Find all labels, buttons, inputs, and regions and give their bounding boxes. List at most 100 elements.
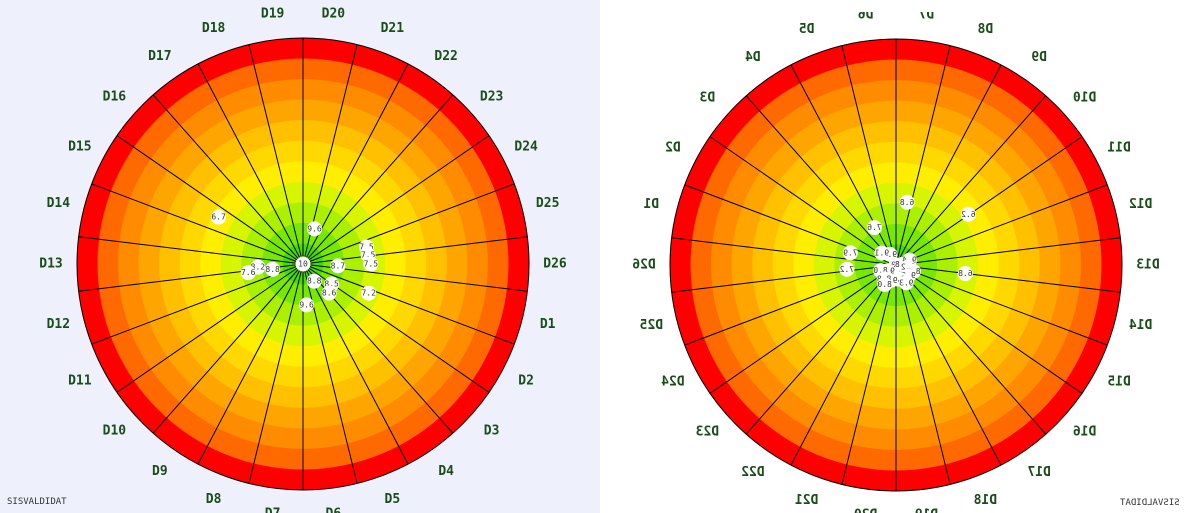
right-spoke-24 xyxy=(709,264,897,394)
right-point-label-9: 9.4 xyxy=(891,275,906,284)
right-sector-label-d26: D26 xyxy=(632,258,656,273)
right-spoke-2 xyxy=(684,184,897,266)
left-point-9 xyxy=(361,285,377,301)
left-point-label-10: 8.2 xyxy=(251,263,266,272)
left-point-8 xyxy=(321,285,337,301)
right-spoke-23 xyxy=(745,264,897,435)
right-sector-label-d10: D10 xyxy=(1073,90,1097,105)
right-spokes xyxy=(671,39,1121,491)
right-sector-label-d13: D13 xyxy=(1136,258,1159,273)
right-sector-label-d2: D2 xyxy=(665,140,681,155)
left-point-label-14: 9.6 xyxy=(307,224,322,233)
right-sector-label-d11: D11 xyxy=(1107,140,1131,155)
left-sector-label-d18: D18 xyxy=(202,21,226,36)
left-sector-label-d8: D8 xyxy=(206,492,222,507)
left-spoke-19 xyxy=(248,44,304,265)
left-point-0 xyxy=(295,256,311,272)
right-sector-label-d17: D17 xyxy=(1027,465,1050,480)
left-spoke-5 xyxy=(302,263,409,465)
right-spoke-17 xyxy=(895,264,1047,435)
right-sector-label-d16: D16 xyxy=(1073,425,1097,440)
right-spoke-18 xyxy=(895,264,1002,466)
left-sector-label-d4: D4 xyxy=(438,464,454,479)
left-sector-labels: D1 D2 D3 D4 D5 D6 D7 D8 D9 D10 D11 D12 D13 D14 D15 D16 D… xyxy=(39,6,567,513)
left-point-6 xyxy=(306,273,322,289)
left-sector-label-d5: D5 xyxy=(385,492,401,507)
left-point-label-1: 9.6 xyxy=(299,300,314,309)
right-point-16 xyxy=(839,261,855,277)
left-spoke-18 xyxy=(197,63,304,265)
right-eye-panel: D1 D2 D3 D4 D5 D6 D7 D8 D9 D10 D11 D12 D13 D14 D15 D16 D… xyxy=(600,12,1185,513)
left-sector-label-d10: D10 xyxy=(103,424,127,439)
right-spoke-26 xyxy=(671,264,897,293)
right-point-label-21: 9.3 xyxy=(899,278,914,287)
right-sector-label-d6: D6 xyxy=(858,12,874,22)
left-sector-label-d12: D12 xyxy=(47,317,70,332)
left-point-label-12: 7.6 xyxy=(241,268,256,277)
right-sector-label-d21: D21 xyxy=(795,493,819,508)
right-sector-label-d15: D15 xyxy=(1107,375,1130,390)
left-sector-label-d13: D13 xyxy=(39,257,62,272)
left-spoke-25 xyxy=(302,183,515,265)
left-sector-label-d20: D20 xyxy=(322,6,346,21)
left-point-label-6: 8.8 xyxy=(307,277,322,286)
left-sector-label-d9: D9 xyxy=(152,464,168,479)
left-point-label-13: 6.7 xyxy=(211,213,226,222)
right-point-18 xyxy=(874,245,890,261)
right-sector-label-d3: D3 xyxy=(700,90,716,105)
left-sector-label-d3: D3 xyxy=(484,424,500,439)
left-sector-label-d14: D14 xyxy=(47,196,71,211)
left-point-label-9: 7.2 xyxy=(361,289,376,298)
right-spoke-16 xyxy=(895,264,1083,394)
right-sector-label-d5: D5 xyxy=(799,22,815,37)
watermark-left: SISVALDIDAT xyxy=(7,497,67,507)
right-spoke-14 xyxy=(895,264,1121,293)
left-point-label-8: 8.6 xyxy=(322,289,337,298)
right-point-20 xyxy=(877,277,893,293)
right-sector-label-d12: D12 xyxy=(1129,197,1152,212)
right-spoke-21 xyxy=(841,264,897,485)
left-point-13 xyxy=(211,209,227,225)
right-spoke-13 xyxy=(895,237,1121,266)
right-sector-label-d22: D22 xyxy=(741,465,764,480)
right-spoke-12 xyxy=(895,184,1108,266)
left-sector-label-d25: D25 xyxy=(536,196,559,211)
left-sector-label-d15: D15 xyxy=(68,139,91,154)
right-sector-label-d20: D20 xyxy=(854,508,878,513)
left-spoke-14 xyxy=(78,236,304,265)
left-sector-label-d19: D19 xyxy=(261,6,284,21)
right-point-label-2: 6.2 xyxy=(961,210,976,219)
left-spoke-2 xyxy=(302,263,515,345)
left-sector-label-d21: D21 xyxy=(381,21,405,36)
left-sector-label-d17: D17 xyxy=(148,49,171,64)
left-spoke-10 xyxy=(152,263,304,434)
right-spoke-8 xyxy=(895,45,951,266)
left-polar-chart: D1 D2 D3 D4 D5 D6 D7 D8 D9 D10 D11 D12 D13 D14 D15 D16 D… xyxy=(39,6,567,513)
right-point-label-13: 6.8 xyxy=(900,198,915,207)
left-sector-label-d1: D1 xyxy=(540,317,556,332)
left-point-1 xyxy=(299,297,315,313)
right-spoke-10 xyxy=(895,95,1047,266)
right-spoke-11 xyxy=(895,136,1083,266)
right-sector-label-d4: D4 xyxy=(745,50,761,65)
left-point-label-3: 7.5 xyxy=(361,250,376,259)
right-sector-label-d19: D19 xyxy=(915,508,938,513)
left-sector-label-d7: D7 xyxy=(265,507,281,513)
left-spoke-11 xyxy=(116,263,304,393)
left-spoke-9 xyxy=(197,263,304,465)
left-spoke-23 xyxy=(302,94,454,265)
right-spoke-3 xyxy=(709,136,897,266)
right-point-label-1: 6.8 xyxy=(958,269,973,278)
watermark-right: SISVALDIDAT xyxy=(1120,498,1180,508)
left-point-label-7: 8.5 xyxy=(324,280,339,289)
right-point-label-12: 9.3 xyxy=(882,250,897,259)
right-point-label-18: 9.1 xyxy=(874,249,889,258)
right-spoke-19 xyxy=(895,264,951,485)
left-spoke-24 xyxy=(302,135,490,265)
left-spoke-12 xyxy=(91,263,304,345)
left-sector-label-d24: D24 xyxy=(514,139,538,154)
right-point-label-15: 7.9 xyxy=(843,248,858,257)
left-point-label-4: 7.5 xyxy=(364,260,379,269)
right-spoke-6 xyxy=(841,45,897,266)
right-point-1 xyxy=(957,266,973,282)
